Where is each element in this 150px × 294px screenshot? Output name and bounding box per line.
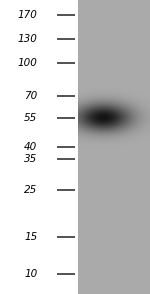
FancyBboxPatch shape [0, 0, 78, 294]
Text: 15: 15 [24, 232, 38, 242]
Text: 10: 10 [24, 269, 38, 279]
Text: 55: 55 [24, 113, 38, 123]
Text: 35: 35 [24, 154, 38, 164]
Text: 100: 100 [18, 58, 38, 68]
Text: 40: 40 [24, 142, 38, 152]
Text: 130: 130 [18, 34, 38, 44]
Text: 170: 170 [18, 10, 38, 20]
FancyBboxPatch shape [78, 0, 150, 294]
Text: 70: 70 [24, 91, 38, 101]
Text: 25: 25 [24, 185, 38, 195]
